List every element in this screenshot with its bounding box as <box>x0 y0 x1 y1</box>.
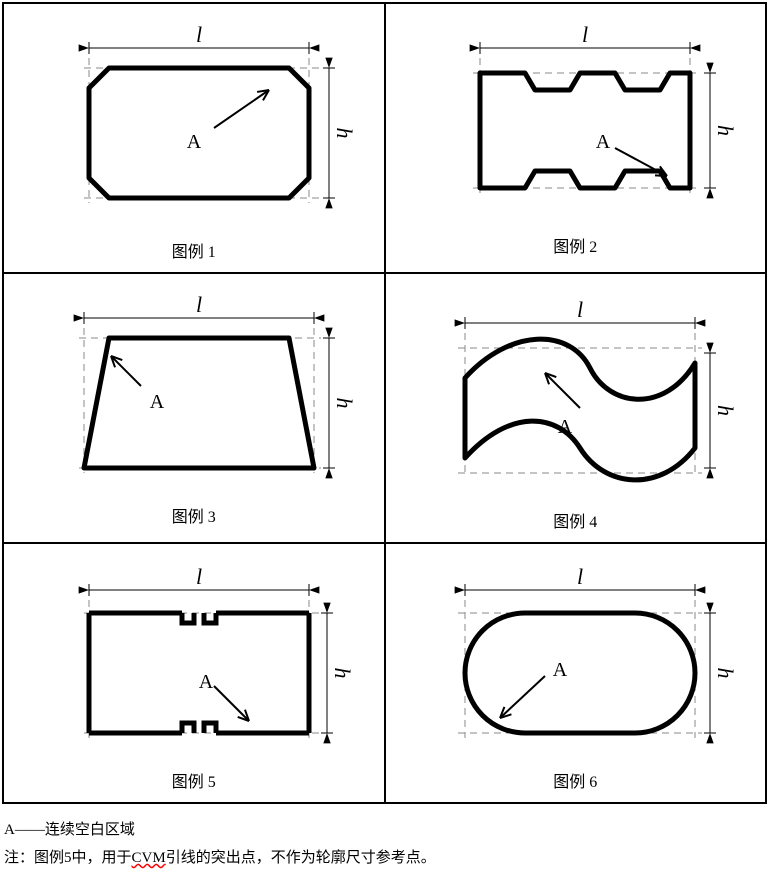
note-suffix: 引线的突出点，不作为轮廓尺寸参考点。 <box>166 850 436 866</box>
svg-text:A: A <box>187 131 202 153</box>
svg-text:l: l <box>577 297 583 322</box>
svg-text:h: h <box>713 405 738 416</box>
svg-text:A: A <box>596 131 611 153</box>
caption-fig2: 图例 2 <box>553 233 597 257</box>
diagram-fig4: l h A <box>410 288 740 498</box>
svg-text:h: h <box>713 125 735 136</box>
svg-text:h: h <box>713 668 738 679</box>
note-prefix: 注：图例5中，用于 <box>4 850 132 866</box>
svg-text:l: l <box>196 22 202 47</box>
svg-text:h: h <box>332 398 357 409</box>
note-cvm: CVM <box>132 850 166 866</box>
diagram-fig5: l h A <box>34 558 354 758</box>
svg-text:h: h <box>332 128 354 139</box>
cell-fig3: l h A 图例 3 <box>3 273 385 543</box>
caption-fig1: 图例 1 <box>172 238 216 262</box>
figure-grid: l h A 图例 1 l h A 图例 2 l h A 图例 3 l h A 图例 4 l h A <box>2 2 767 804</box>
svg-text:l: l <box>196 292 202 317</box>
cell-fig5: l h A 图例 5 <box>3 543 385 803</box>
cell-fig6: l h A 图例 6 <box>385 543 767 803</box>
cell-fig4: l h A 图例 4 <box>385 273 767 543</box>
svg-text:A: A <box>553 659 568 681</box>
svg-text:l: l <box>577 564 583 589</box>
svg-text:A: A <box>558 416 573 438</box>
caption-fig5: 图例 5 <box>172 768 216 792</box>
footnotes: A——连续空白区域 注：图例5中，用于CVM引线的突出点，不作为轮廓尺寸参考点。 <box>0 806 769 880</box>
caption-fig6: 图例 6 <box>553 768 597 792</box>
diagram-fig1: l h A <box>34 18 354 228</box>
diagram-fig6: l h A <box>410 558 740 758</box>
cell-fig1: l h A 图例 1 <box>3 3 385 273</box>
caption-fig4: 图例 4 <box>553 508 597 532</box>
diagram-fig3: l h A <box>29 288 359 493</box>
svg-text:A: A <box>150 391 165 413</box>
svg-text:l: l <box>582 22 588 47</box>
legend-A: A——连续空白区域 <box>4 818 765 842</box>
svg-text:A: A <box>199 671 214 693</box>
caption-fig3: 图例 3 <box>172 503 216 527</box>
svg-text:l: l <box>196 564 202 589</box>
diagram-fig2: l h A <box>415 18 735 223</box>
note-line: 注：图例5中，用于CVM引线的突出点，不作为轮廓尺寸参考点。 <box>4 846 765 870</box>
svg-text:h: h <box>330 668 354 679</box>
page: l h A 图例 1 l h A 图例 2 l h A 图例 3 l h A 图例 4 l h A <box>0 2 769 880</box>
cell-fig2: l h A 图例 2 <box>385 3 767 273</box>
